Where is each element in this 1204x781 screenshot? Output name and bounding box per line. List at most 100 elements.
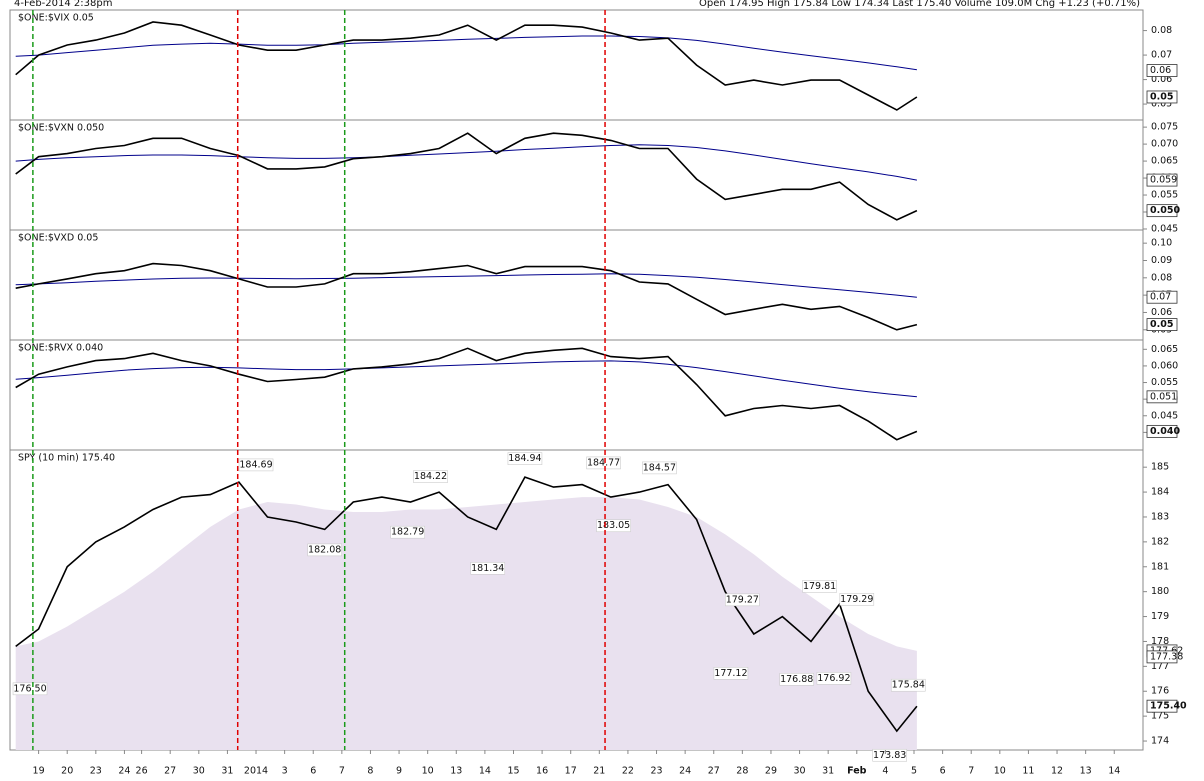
panel-title: SPY (10 min) 175.40 xyxy=(18,453,115,464)
y-tick-label: 0.07 xyxy=(1151,50,1172,61)
x-tick-label: 24 xyxy=(118,766,130,777)
annotation-label: 184.69 xyxy=(239,459,272,470)
y-tick-label: 0.045 xyxy=(1151,410,1178,421)
x-tick-label: 4 xyxy=(882,766,888,777)
x-tick-label: 13 xyxy=(450,766,462,777)
x-tick-label: 2014 xyxy=(244,766,268,777)
y-tick-label: 0.10 xyxy=(1151,238,1172,249)
annotation-label: 184.57 xyxy=(643,462,676,473)
y-tick-label: 181 xyxy=(1151,561,1169,572)
x-tick-label: 16 xyxy=(536,766,548,777)
x-tick-label: 27 xyxy=(708,766,720,777)
y-tick-label: 0.065 xyxy=(1151,156,1178,167)
y-tick-label: 178 xyxy=(1151,636,1169,647)
y-tick-label: 177 xyxy=(1151,661,1169,672)
value-tag-label: 0.05 xyxy=(1150,91,1173,102)
x-tick-label: 30 xyxy=(193,766,205,777)
annotation-box xyxy=(12,682,48,696)
y-tick-label: 0.055 xyxy=(1151,377,1178,388)
annotation-box xyxy=(802,580,837,593)
annotation-box xyxy=(839,593,875,606)
annotation-box xyxy=(390,525,425,539)
x-tick-label: 10 xyxy=(422,766,434,777)
value-tag-label: 0.059 xyxy=(1150,175,1177,186)
y-tick-label: 184 xyxy=(1151,487,1169,498)
y-tick-label: 0.06 xyxy=(1151,74,1172,85)
x-tick-label: 6 xyxy=(940,766,946,777)
x-tick-label: 30 xyxy=(794,766,806,777)
annotation-box xyxy=(779,673,815,686)
annotation-label: 175.84 xyxy=(892,680,925,691)
x-tick-label: 15 xyxy=(507,766,519,777)
x-tick-label: 23 xyxy=(90,766,102,777)
line xyxy=(15,35,917,71)
value-tag xyxy=(1146,650,1178,664)
y-tick-label: 0.05 xyxy=(1151,99,1172,110)
value-tag xyxy=(1146,390,1178,404)
x-tick-label: 21 xyxy=(593,766,605,777)
x-tick-label: 7 xyxy=(968,766,974,777)
annotation-label: 181.34 xyxy=(471,563,504,574)
y-tick-label: 0.070 xyxy=(1151,139,1178,150)
x-tick-label: 13 xyxy=(1080,766,1092,777)
annotation-label: 179.27 xyxy=(726,594,759,605)
panel-title: $ONE:$VXN 0.050 xyxy=(18,123,104,134)
value-tag xyxy=(1146,318,1178,331)
x-tick-label: 23 xyxy=(650,766,662,777)
value-tag xyxy=(1146,173,1178,187)
x-tick-label: 20 xyxy=(61,766,73,777)
line xyxy=(15,273,917,298)
panel-title: $ONE:$VIX 0.05 xyxy=(18,13,94,24)
annotation-box xyxy=(890,678,926,692)
annotation-label: 182.08 xyxy=(308,544,341,555)
y-tick-label: 179 xyxy=(1151,611,1169,622)
annotation-label: 173.83 xyxy=(873,750,906,761)
annotation-label: 176.88 xyxy=(780,674,813,685)
y-tick-label: 175 xyxy=(1151,711,1169,722)
annotation-box xyxy=(725,593,760,607)
value-tag-label: 175.40 xyxy=(1150,701,1187,712)
y-tick-label: 0.09 xyxy=(1151,255,1172,266)
line xyxy=(15,347,918,441)
y-tick-label: 0.065 xyxy=(1151,344,1178,355)
y-tick-label: 0.055 xyxy=(1151,190,1178,201)
annotation-label: 184.94 xyxy=(508,453,541,464)
value-tag xyxy=(1146,204,1178,218)
y-tick-label: 182 xyxy=(1151,536,1169,547)
x-tick-label: 5 xyxy=(911,766,917,777)
annotation-box xyxy=(470,561,506,575)
x-tick-label: 24 xyxy=(679,766,691,777)
annotation-box xyxy=(307,543,342,557)
x-tick-label: 26 xyxy=(136,766,148,777)
annotation-label: 176.92 xyxy=(817,673,850,684)
y-tick-label: 174 xyxy=(1151,736,1169,747)
x-tick-label: 31 xyxy=(822,766,834,777)
panel-title: $ONE:$RVX 0.040 xyxy=(18,343,103,354)
annotation-box xyxy=(872,748,907,762)
annotation-box xyxy=(713,667,749,680)
y-tick-label: 176 xyxy=(1151,686,1169,697)
x-tick-label: Feb xyxy=(847,766,867,777)
value-tag-label: 177.38 xyxy=(1150,651,1183,662)
line xyxy=(15,360,917,398)
value-tag xyxy=(1146,424,1178,438)
value-tag-label: 0.07 xyxy=(1150,292,1171,303)
y-tick-label: 0.08 xyxy=(1151,272,1172,283)
annotation-box xyxy=(586,456,621,470)
x-tick-label: 7 xyxy=(339,766,345,777)
y-tick-label: 0.075 xyxy=(1151,122,1178,133)
header-quote: Open 174.95 High 175.84 Low 174.34 Last … xyxy=(699,0,1140,9)
value-tag xyxy=(1146,699,1178,713)
x-tick-label: 11 xyxy=(1022,766,1034,777)
x-tick-label: 19 xyxy=(33,766,45,777)
y-tick-label: 180 xyxy=(1151,586,1169,597)
line xyxy=(15,144,917,181)
x-tick-label: 22 xyxy=(622,766,634,777)
y-tick-label: 0.060 xyxy=(1151,360,1178,371)
annotation-label: 184.22 xyxy=(414,471,447,482)
x-tick-label: 29 xyxy=(765,766,777,777)
area xyxy=(15,497,917,750)
annotation-box xyxy=(238,458,274,472)
value-tag xyxy=(1146,64,1178,77)
